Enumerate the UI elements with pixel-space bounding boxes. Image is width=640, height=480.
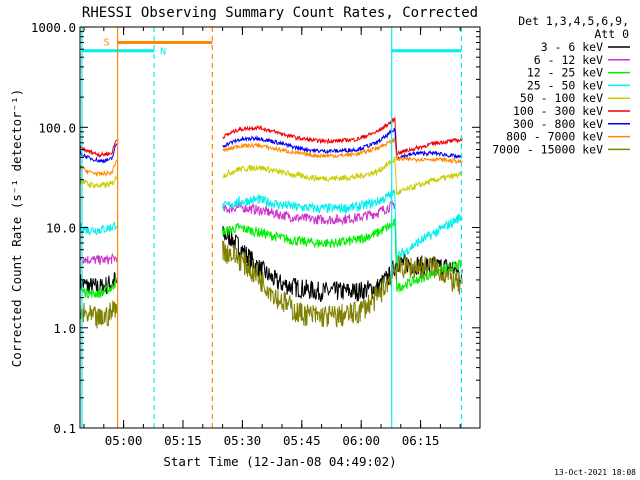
x-tick-label: 05:30 xyxy=(224,433,262,448)
x-tick-label: 05:00 xyxy=(105,433,143,448)
legend-label: 3 - 6 keV xyxy=(541,40,603,54)
legend-label: 12 - 25 keV xyxy=(527,66,603,80)
x-tick-label: 05:45 xyxy=(283,433,321,448)
legend-label: 50 - 100 keV xyxy=(520,91,603,105)
x-tick-label: 06:00 xyxy=(342,433,380,448)
chart-title: RHESSI Observing Summary Count Rates, Co… xyxy=(82,5,478,21)
x-tick-label: 05:15 xyxy=(164,433,202,448)
x-tick-label: 06:15 xyxy=(402,433,440,448)
y-axis-label: Corrected Count Rate (s⁻¹ detector⁻¹) xyxy=(9,89,24,367)
series-100-300-kev xyxy=(79,117,463,159)
legend-label: 25 - 50 keV xyxy=(527,78,603,92)
annotation-layer: SN xyxy=(81,27,462,428)
legend-label: 100 - 300 keV xyxy=(513,104,603,118)
legend-label: 6 - 12 keV xyxy=(534,53,603,67)
footer-date: 13-Oct-2021 18:08 xyxy=(554,468,636,477)
y-tick-label: 1000.0 xyxy=(31,20,76,35)
legend-title-line-2: Att 0 xyxy=(594,27,629,41)
x-axis-label: Start Time (12-Jan-08 04:49:02) xyxy=(163,454,396,469)
y-tick-label: 100.0 xyxy=(38,120,76,135)
legend-label: 7000 - 15000 keV xyxy=(492,142,603,156)
y-tick-label: 1.0 xyxy=(53,321,76,336)
series-7000-15000-kev xyxy=(79,240,463,329)
x-axis: 05:00 05:15 05:30 05:45 06:00 06:15 xyxy=(83,27,461,448)
series-25-50-kev xyxy=(79,188,463,263)
legend-label: 800 - 7000 keV xyxy=(506,130,603,144)
span-label-n: N xyxy=(160,47,166,58)
y-tick-label: 0.1 xyxy=(53,421,76,436)
y-tick-label: 10.0 xyxy=(46,221,76,236)
series-800-7000-kev xyxy=(79,137,463,178)
span-label-s: S xyxy=(104,38,110,49)
series-layer xyxy=(79,117,463,329)
series-12-25-kev xyxy=(79,217,463,299)
legend-title-line-1: Det 1,3,4,5,6,9, xyxy=(518,14,629,28)
series-6-12-kev xyxy=(79,199,396,266)
series-300-800-kev xyxy=(79,127,463,165)
y-axis: 0.1 1.0 10.0 100.0 1000.0 xyxy=(31,20,480,436)
legend-label: 300 - 800 keV xyxy=(513,117,603,131)
series-50-100-kev xyxy=(79,156,463,196)
